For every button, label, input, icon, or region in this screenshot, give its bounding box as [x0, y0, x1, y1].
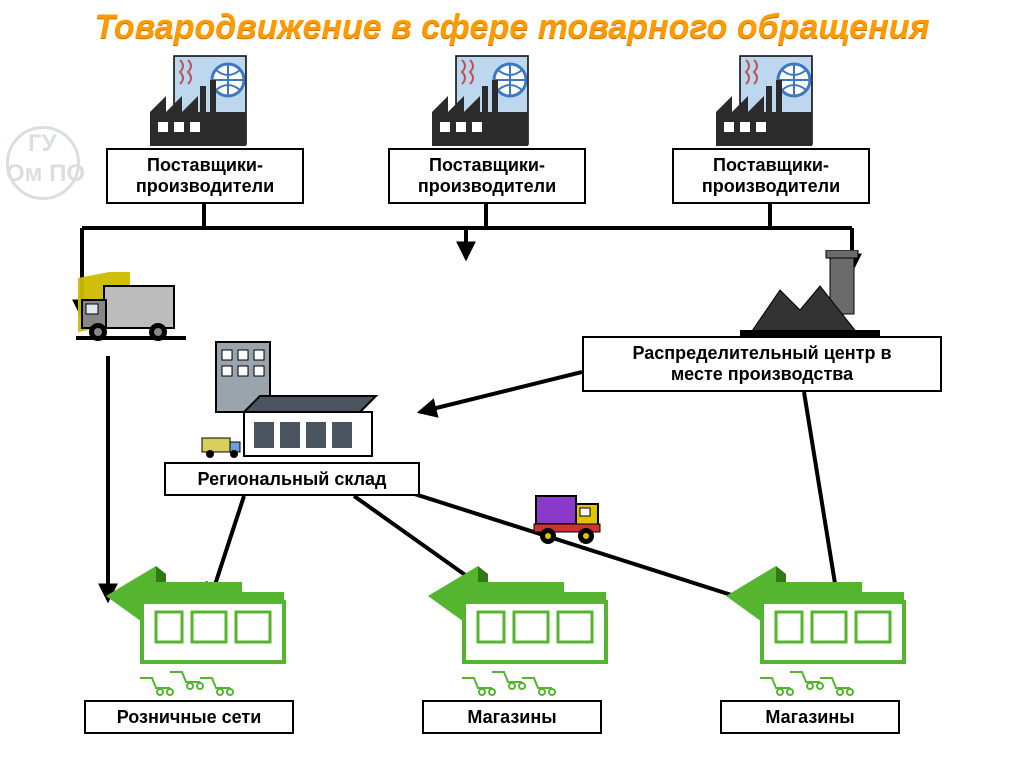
edge-9: [210, 496, 244, 600]
edge-11: [402, 490, 766, 606]
toy-truck-icon: [530, 488, 610, 548]
factory-icon: [150, 50, 270, 146]
store-icon-retail: [100, 560, 290, 700]
edge-6: [420, 372, 582, 412]
node-supplier-2: Поставщики- производители: [388, 148, 586, 204]
watermark-text-top: ГУ: [28, 132, 57, 156]
watermark-circle: [6, 126, 80, 200]
distribution-center-icon: [740, 250, 890, 340]
node-shops-1: Магазины: [422, 700, 602, 734]
warehouse-icon: [200, 338, 390, 468]
store-icon-shops2: [720, 560, 910, 700]
watermark-text-bottom: Ом ПО: [6, 162, 85, 186]
factory-icon: [716, 50, 836, 146]
node-supplier-1: Поставщики- производители: [106, 148, 304, 204]
store-icon-shops1: [422, 560, 612, 700]
node-shops-2: Магазины: [720, 700, 900, 734]
node-retail-networks: Розничные сети: [84, 700, 294, 734]
truck-icon: [70, 272, 200, 358]
edge-10: [354, 496, 492, 594]
node-distribution-center: Распределительный центр в месте производ…: [582, 336, 942, 392]
node-supplier-3: Поставщики- производители: [672, 148, 870, 204]
page-title: Товародвижение в сфере товарного обращен…: [0, 8, 1024, 47]
factory-icon: [432, 50, 552, 146]
edge-7: [804, 392, 838, 602]
node-regional-warehouse: Региональный склад: [164, 462, 420, 496]
